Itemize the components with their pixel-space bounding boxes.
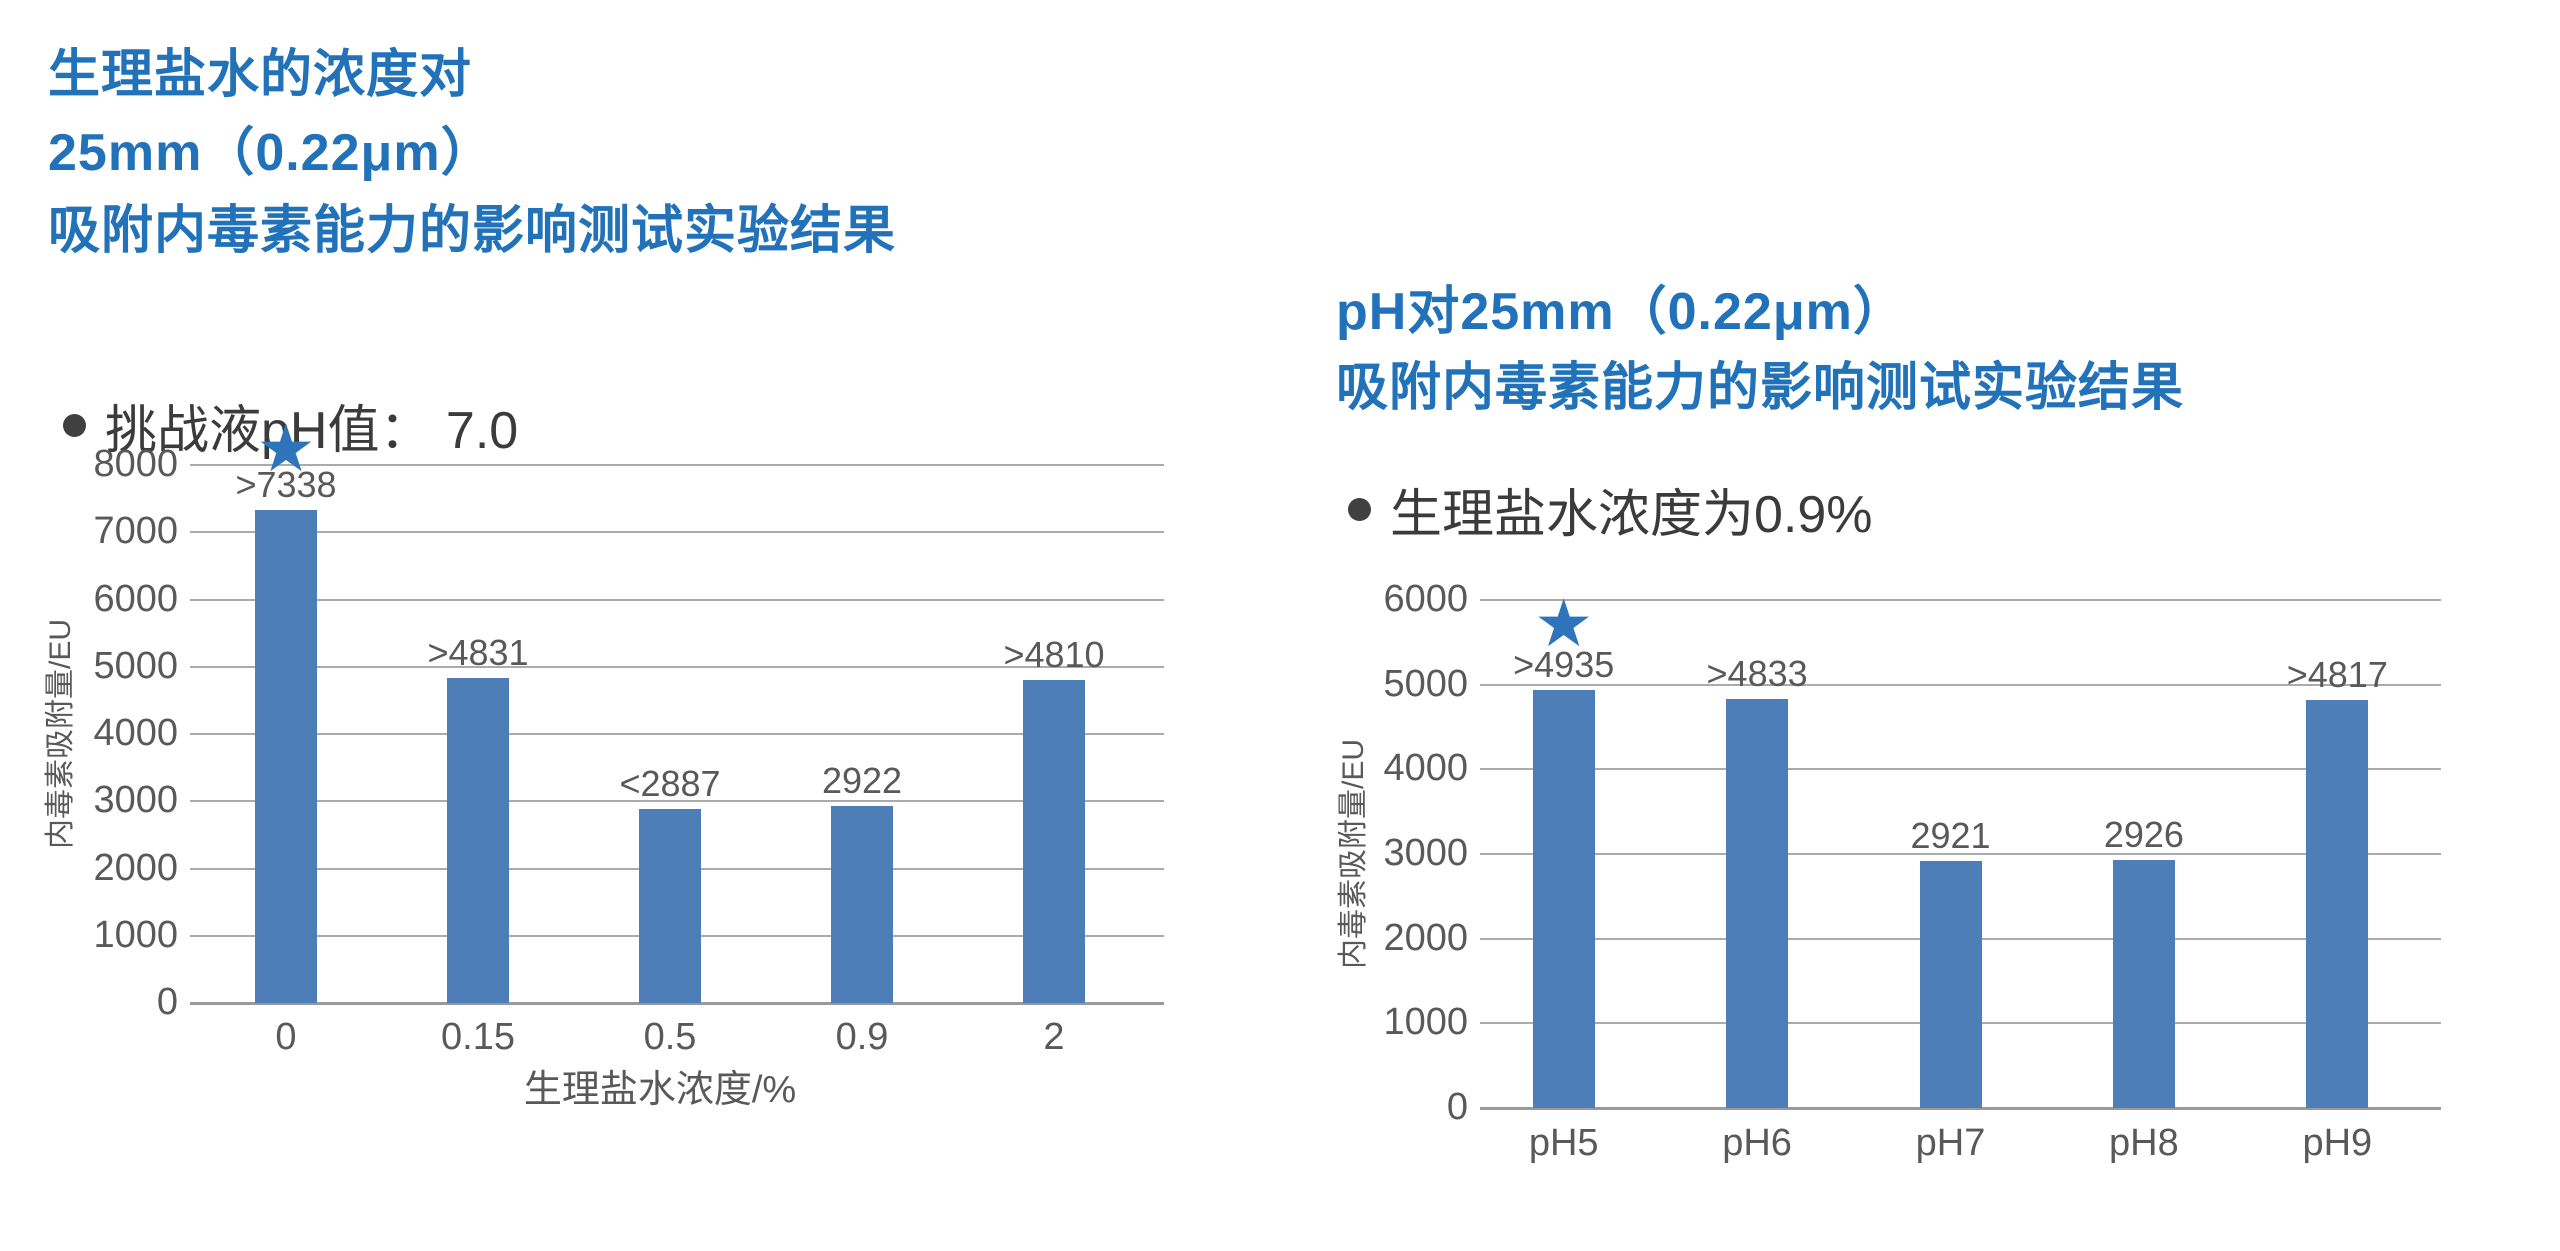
bar	[2112, 860, 2175, 1108]
y-tick-label: 7000	[93, 510, 178, 553]
y-tick-label: 1000	[93, 913, 178, 956]
gridline	[190, 800, 1164, 803]
x-tick-label: pH9	[2302, 1122, 2373, 1164]
y-tick-label: 5000	[1383, 662, 1468, 705]
bar	[831, 806, 893, 1003]
y-tick-label: 3000	[93, 779, 178, 822]
x-tick-label: 0.15	[441, 1016, 515, 1058]
bar-value-label: >4810	[1003, 633, 1105, 675]
gridline	[190, 665, 1164, 668]
y-tick-label: 2000	[1383, 916, 1468, 959]
y-tick-label: 5000	[93, 644, 178, 687]
left-condition-text: 挑战液pH值： 7.0	[105, 402, 519, 460]
bar-value-label: 2921	[1910, 814, 1991, 856]
gridline	[1480, 937, 2441, 940]
bar-value-label: >4831	[427, 632, 529, 674]
y-tick-label: 4000	[1383, 747, 1468, 790]
heading-line: 25mm（0.22μm）	[48, 124, 494, 182]
bar	[447, 678, 509, 1003]
x-tick-label: pH6	[1722, 1122, 1792, 1164]
y-tick-label: 6000	[1383, 578, 1468, 620]
y-tick-label: 3000	[1383, 832, 1468, 874]
bullet-icon	[63, 414, 86, 437]
x-tick-label: pH8	[2109, 1122, 2179, 1164]
bar-value-label: 2926	[2103, 814, 2184, 856]
y-tick-label: 0	[156, 981, 178, 1023]
bar	[2306, 700, 2369, 1108]
x-tick-label: 2	[1043, 1016, 1065, 1058]
bar-value-label: 2922	[821, 760, 903, 802]
star-marker-icon: ★	[1534, 586, 1594, 660]
y-tick-label: 6000	[93, 577, 178, 620]
gridline	[190, 733, 1164, 735]
heading-line: pH对25mm（0.22μm）	[1336, 283, 1906, 341]
y-tick-label: 2000	[93, 846, 178, 889]
x-axis-line	[1480, 1106, 2441, 1110]
bar-value-label: <2887	[619, 762, 721, 804]
x-tick-label: pH7	[1915, 1122, 1986, 1164]
x-tick-label: 0.5	[643, 1016, 697, 1058]
bullet-icon	[1348, 498, 1371, 521]
gridline	[190, 464, 1164, 466]
gridline	[190, 531, 1164, 534]
gridline	[1480, 853, 2441, 855]
x-axis-line	[190, 1001, 1164, 1005]
right-condition-text: 生理盐水浓度为0.9%	[1390, 486, 1873, 544]
left-condition-bullet: 挑战液pH值： 7.0	[63, 388, 518, 463]
bar	[1726, 698, 1789, 1108]
y-axis-title: 内毒素吸附量/EU	[44, 618, 77, 850]
x-tick-label: 0	[275, 1016, 297, 1058]
y-tick-label: 1000	[1383, 1001, 1468, 1044]
y-tick-label: 0	[1446, 1086, 1468, 1128]
right-chart-heading: pH对25mm（0.22μm） 吸附内毒素能力的影响测试实验结果	[1336, 274, 2184, 426]
bar	[639, 808, 701, 1003]
bar	[1532, 690, 1595, 1108]
bar	[255, 509, 317, 1003]
y-axis-title: 内毒素吸附量/EU	[1337, 738, 1370, 970]
x-tick-label: 0.9	[835, 1016, 889, 1058]
right-condition-bullet: 生理盐水浓度为0.9%	[1348, 472, 1873, 547]
gridline	[190, 934, 1164, 937]
gridline	[190, 598, 1164, 601]
y-tick-label: 4000	[93, 712, 178, 754]
gridline	[1480, 768, 2441, 771]
bar-value-label: >7338	[235, 463, 337, 505]
gridline	[190, 867, 1164, 870]
gridline	[1480, 1022, 2441, 1025]
bar-value-label: >4817	[2286, 654, 2388, 696]
heading-line: 生理盐水的浓度对	[48, 46, 473, 104]
bar-value-label: >4935	[1513, 644, 1615, 686]
x-tick-label: pH5	[1528, 1122, 1599, 1164]
left-chart-heading: 生理盐水的浓度对 25mm（0.22μm） 吸附内毒素能力的影响测试实验结果	[48, 36, 896, 270]
gridline	[1480, 683, 2441, 686]
heading-line: 吸附内毒素能力的影响测试实验结果	[48, 202, 897, 260]
bar	[1023, 679, 1085, 1003]
heading-line: 吸附内毒素能力的影响测试实验结果	[1336, 359, 2185, 417]
x-axis-title: 生理盐水浓度/%	[523, 1069, 797, 1111]
bar-value-label: >4833	[1706, 652, 1808, 694]
gridline	[1480, 599, 2441, 601]
bar	[1919, 860, 1982, 1108]
